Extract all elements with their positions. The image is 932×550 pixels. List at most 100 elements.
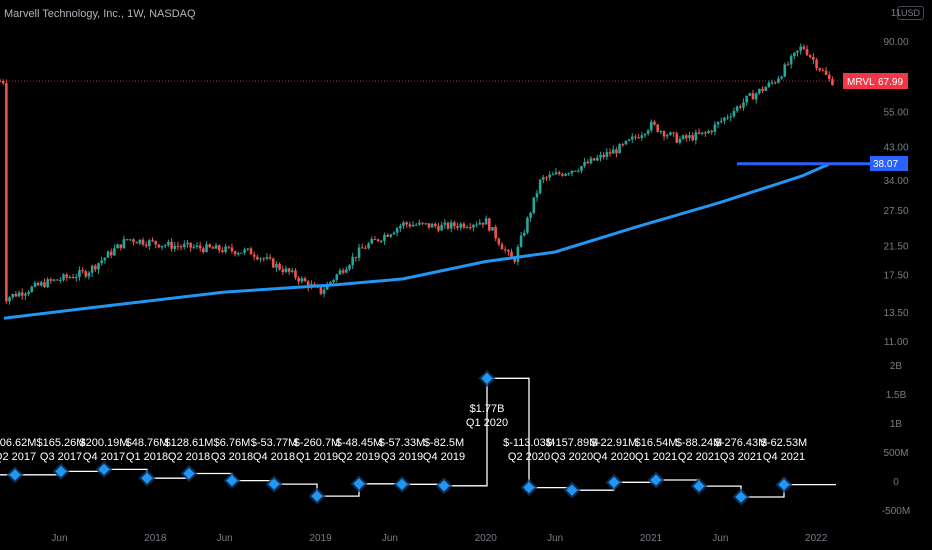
candle-body	[360, 247, 364, 249]
candle-body	[1, 81, 5, 84]
candle-body	[684, 135, 688, 139]
candle-body	[815, 59, 818, 69]
time-tick-label: 2018	[144, 533, 167, 544]
net-income-marker[interactable]	[778, 478, 790, 491]
candle-body	[122, 239, 126, 249]
candle-body	[300, 278, 304, 282]
net-income-marker[interactable]	[650, 474, 662, 486]
candle-body	[113, 248, 116, 256]
candle-body	[700, 132, 704, 134]
net-income-value-label: $-157.89M	[546, 437, 599, 449]
net-income-tick-label: 500M	[883, 448, 908, 459]
candle-body	[383, 234, 386, 241]
candle-body	[399, 225, 402, 229]
net-income-marker[interactable]	[268, 478, 280, 490]
candle-body	[46, 279, 49, 288]
candle-body	[103, 257, 107, 261]
time-tick-label: Jun	[217, 533, 233, 544]
net-income-marker[interactable]	[735, 491, 747, 503]
candle-body	[278, 263, 281, 270]
candle-body	[306, 281, 310, 288]
net-income-marker[interactable]	[523, 481, 535, 494]
candle-body	[650, 121, 653, 131]
net-income-value-label: $-260.7M	[294, 437, 340, 449]
net-income-value-label: $-57.33M	[379, 437, 425, 449]
candle-body	[5, 83, 8, 302]
net-income-marker[interactable]	[55, 465, 67, 478]
candle-body	[726, 117, 729, 119]
candle-body	[351, 256, 354, 266]
candle-body	[634, 136, 637, 138]
candle-body	[97, 263, 100, 270]
candle-body	[256, 256, 259, 260]
candle-body	[503, 249, 507, 251]
candle-body	[611, 149, 615, 154]
net-income-value-label: $-276.43M	[715, 437, 768, 449]
candle-body	[497, 238, 501, 245]
price-tick-label: 21.50	[883, 241, 908, 252]
candle-body	[262, 258, 266, 260]
net-income-marker[interactable]	[311, 490, 323, 502]
candle-body	[592, 158, 596, 161]
candle-body	[284, 268, 288, 273]
candle-body	[754, 93, 758, 100]
net-income-period-label: Q3 2019	[381, 451, 423, 463]
candle-body	[554, 172, 558, 175]
candle-body	[224, 246, 227, 253]
net-income-marker[interactable]	[226, 474, 238, 487]
candle-body	[411, 224, 415, 227]
net-income-marker[interactable]	[438, 480, 450, 492]
net-income-value-label: $-113.03M	[503, 437, 555, 449]
net-income-period-label: Q2 2017	[0, 451, 36, 463]
net-income-period-label: Q2 2021	[678, 451, 720, 463]
net-income-value-label: $1.77B	[470, 403, 505, 415]
net-income-marker[interactable]	[183, 467, 195, 480]
candle-body	[182, 244, 186, 248]
candle-body	[681, 135, 685, 139]
candle-body	[599, 154, 602, 158]
candle-body	[357, 247, 361, 258]
candle-body	[796, 50, 799, 53]
chart-title: Marvell Technology, Inc., 1W, NASDAQ	[4, 8, 196, 20]
candle-body	[217, 245, 221, 251]
net-income-marker[interactable]	[353, 478, 365, 490]
candle-body	[354, 256, 358, 258]
candle-body	[567, 173, 571, 175]
candle-body	[507, 250, 510, 252]
candle-body	[291, 270, 294, 272]
candle-body	[704, 132, 707, 134]
net-income-value-label: $6.76M	[214, 437, 251, 449]
last-price-label: MRVL 67.99	[843, 73, 908, 89]
candle-body	[259, 258, 262, 260]
candle-body	[392, 232, 396, 235]
candle-body	[697, 132, 701, 134]
candle-body	[478, 222, 482, 225]
net-income-marker[interactable]	[566, 484, 578, 496]
net-income-period-label: Q4 2020	[593, 451, 635, 463]
candle-body	[211, 247, 215, 249]
candle-body	[710, 131, 714, 133]
net-income-marker[interactable]	[141, 472, 153, 484]
candle-body	[630, 136, 634, 140]
net-income-marker[interactable]	[481, 372, 493, 384]
candle-body	[561, 173, 564, 176]
candle-body	[74, 276, 78, 279]
time-tick-label: 2020	[475, 533, 498, 544]
net-income-marker[interactable]	[608, 476, 620, 488]
time-tick-label: Jun	[51, 533, 67, 544]
price-tick-label: 11.00	[884, 337, 909, 348]
candle-body	[653, 121, 656, 125]
net-income-marker[interactable]	[396, 478, 408, 490]
candle-body	[160, 245, 164, 248]
candle-body	[141, 239, 145, 245]
candle-body	[59, 279, 62, 281]
candle-body	[773, 82, 777, 84]
net-income-marker[interactable]	[693, 480, 705, 492]
price-tick-label: 13.50	[883, 308, 908, 319]
candle-body	[669, 132, 672, 136]
candle-body	[294, 270, 297, 278]
candle-body	[672, 132, 675, 134]
currency-badge[interactable]: USD	[896, 6, 924, 20]
candle-body	[167, 241, 170, 246]
